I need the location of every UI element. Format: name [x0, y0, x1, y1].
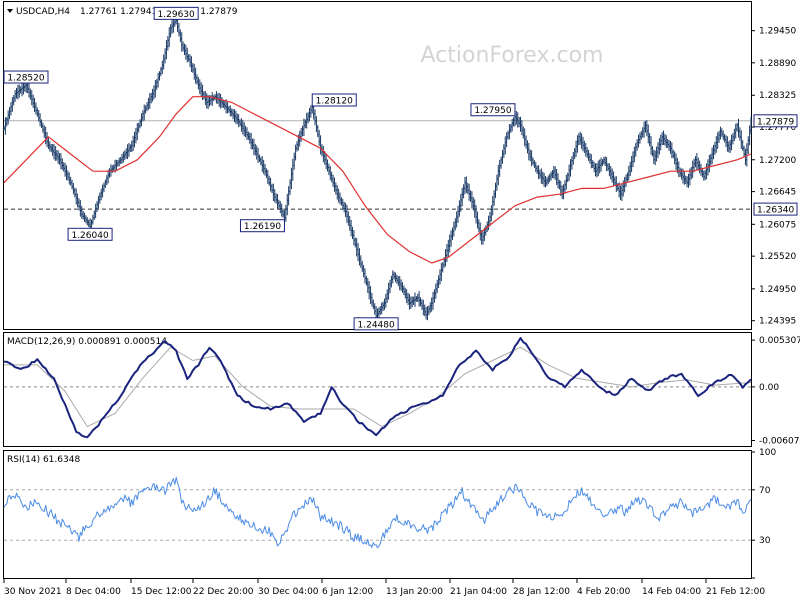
macd-panel-frame: [3, 332, 752, 447]
macd-lines: [4, 337, 752, 439]
level-annotation-box-0: [3, 70, 49, 84]
level-annotation-label-5: 1.26190: [244, 222, 281, 232]
rsi-title: RSI(14) 61.6348: [7, 455, 80, 465]
price-y-axis: 1.29450 1.28890 1.28325 1.27770 1.27200 1.266…: [751, 27, 796, 327]
reference-level-tag-box: [753, 202, 798, 216]
x-tick-label-7: 21 Jan 04:00: [450, 587, 507, 597]
level-annotation-label-3: 1.27950: [474, 106, 511, 116]
macd-y-tick-label-0: 0.005307: [759, 336, 800, 346]
level-annotation-label-0: 1.28520: [7, 74, 44, 84]
x-tick-label-8: 28 Jan 12:00: [513, 587, 570, 597]
price-y-tick-label-2: 1.28325: [759, 91, 796, 101]
symbol-dropdown-icon[interactable]: [7, 9, 13, 13]
level-annotation-label-1: 1.29630: [158, 10, 195, 20]
level-annotation-box-2: [311, 93, 357, 107]
price-y-tick-label-9: 1.24395: [759, 317, 796, 327]
watermark: ActionForex.com: [421, 43, 604, 68]
macd-y-tick-label-1: 0.00: [759, 383, 779, 393]
level-annotation-label-6: 1.24480: [358, 320, 395, 330]
price-y-tick-label-3: 1.27770: [759, 123, 796, 133]
price-annotations: 1.28520 1.29630 1.28120 1.27950 1.26040 1.261…: [3, 6, 516, 331]
price-y-tick-label-0: 1.29450: [759, 27, 796, 37]
rsi-y-tick-label-1: 70: [759, 486, 771, 496]
current-price-tag-box: [753, 114, 798, 128]
time-x-axis: 30 Nov 2021 8 Dec 04:00 15 Dec 12:00 22 Dec…: [3, 578, 765, 597]
current-price-tag-label: 1.27879: [757, 117, 794, 127]
reference-level-tag-label: 1.26340: [757, 206, 794, 216]
rsi-lines: [3, 476, 752, 549]
macd-signal-line: [4, 346, 752, 428]
moving-average-line: [3, 96, 752, 264]
level-annotation-label-2: 1.28120: [316, 96, 353, 106]
macd-y-tick-label-2: -0.006074: [759, 436, 800, 446]
level-annotation-box-6: [353, 317, 399, 331]
price-lines: [2, 14, 753, 322]
price-y-tick-label-8: 1.24950: [759, 285, 796, 295]
symbol-label: USDCAD,H4: [16, 7, 70, 17]
rsi-line: [3, 476, 752, 549]
price-y-tick-label-5: 1.26645: [759, 188, 796, 198]
price-y-tick-label-7: 1.25520: [759, 252, 796, 262]
price-panel-frame: [3, 1, 752, 330]
x-tick-label-0: 30 Nov 2021: [4, 587, 62, 597]
rsi-y-axis: 100 70 30: [751, 448, 776, 579]
price-panel: ActionForex.com USDCAD,H4 1.27761 1.2794…: [2, 1, 798, 331]
macd-title: MACD(12,26,9) 0.000891 0.000514: [7, 337, 167, 347]
macd-panel: MACD(12,26,9) 0.000891 0.000514 0.005307…: [3, 332, 800, 447]
level-annotation-box-1: [153, 6, 199, 20]
level-annotation-label-4: 1.26040: [71, 231, 108, 241]
price-y-tick-label-6: 1.26075: [759, 220, 796, 230]
macd-y-axis: 0.005307 0.00 -0.006074: [751, 336, 800, 446]
rsi-panel-frame: [3, 450, 752, 579]
price-y-tick-label-4: 1.27200: [759, 156, 796, 166]
level-annotation-box-5: [239, 219, 285, 233]
rsi-y-tick-label-2: 30: [759, 536, 771, 546]
x-tick-label-10: 14 Feb 04:00: [642, 587, 701, 597]
rsi-panel: RSI(14) 61.6348 100 70 30: [3, 448, 776, 579]
x-tick-label-9: 4 Feb 20:00: [577, 587, 631, 597]
x-tick-label-4: 30 Dec 04:00: [258, 587, 319, 597]
x-tick-label-1: 8 Dec 04:00: [66, 587, 121, 597]
macd-main-line: [4, 337, 752, 439]
x-tick-label-11: 21 Feb 12:00: [706, 587, 765, 597]
level-annotation-box-3: [470, 103, 516, 117]
x-tick-label-2: 15 Dec 12:00: [131, 587, 192, 597]
price-y-tick-label-1: 1.28890: [759, 59, 796, 69]
x-tick-label-5: 6 Jan 12:00: [322, 587, 374, 597]
rsi-y-tick-label-0: 100: [759, 448, 776, 458]
x-tick-label-3: 22 Dec 20:00: [193, 587, 254, 597]
price-tags: 1.27879 1.26340: [753, 114, 798, 216]
level-annotation-box-4: [67, 227, 113, 241]
x-tick-label-6: 13 Jan 20:00: [386, 587, 443, 597]
